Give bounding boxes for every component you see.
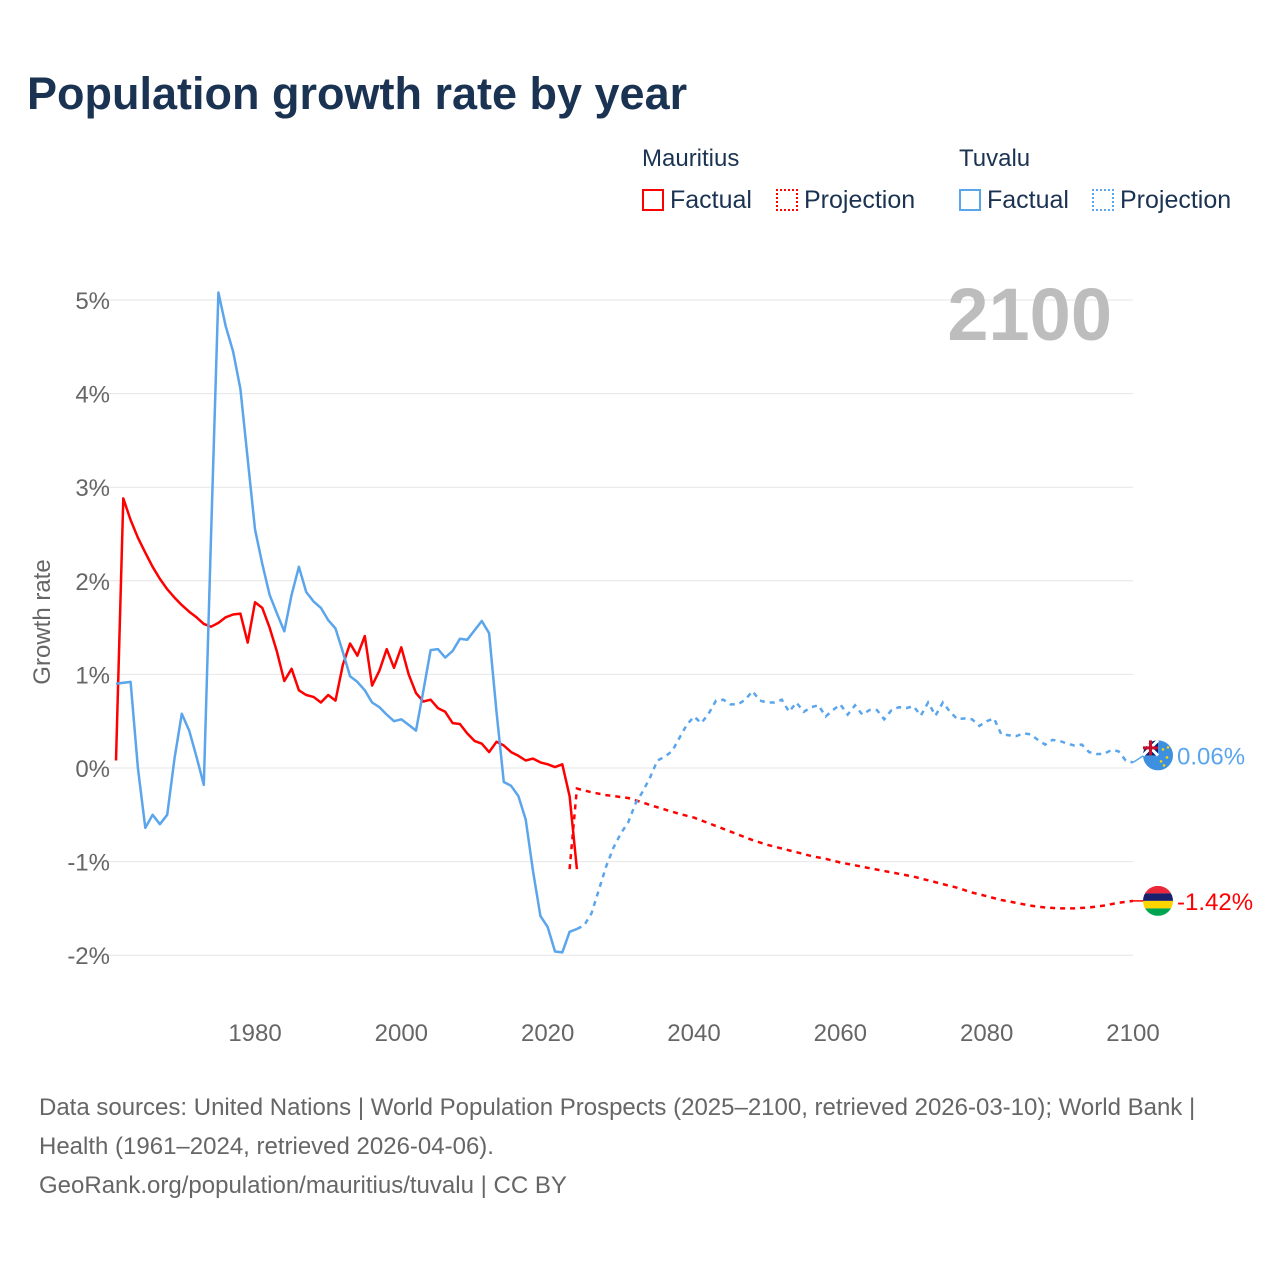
x-tick-label: 2100 — [1106, 1020, 1159, 1047]
legend-mauritius-factual[interactable]: Factual — [642, 186, 752, 215]
footer: Data sources: United Nations | World Pop… — [39, 1088, 1239, 1205]
line-tuvalu-projection — [576, 689, 1134, 931]
y-tick-label: 3% — [75, 475, 110, 502]
legend-group-mauritius: Mauritius — [642, 145, 740, 172]
x-tick-label: 2080 — [960, 1020, 1013, 1047]
y-tick-label: -2% — [67, 943, 110, 970]
flag-star — [1166, 746, 1170, 749]
end-label-tuvalu: 0.06% — [1177, 743, 1245, 770]
flag-star — [1165, 756, 1169, 759]
plot-area: -2% -1% 0% 1% 2% 3% 4% 5% 1980 2000 2020 2040 2060 20… — [29, 288, 1253, 1047]
x-tick-label: 1980 — [228, 1020, 281, 1047]
y-tick-label: 1% — [75, 662, 110, 689]
y-tick-label: 0% — [75, 756, 110, 783]
legend-swatch — [959, 189, 981, 211]
flag-stripe — [1143, 893, 1173, 901]
legend-tuvalu-projection[interactable]: Projection — [1092, 186, 1231, 215]
legend-group-tuvalu: Tuvalu — [959, 145, 1031, 172]
legend-mauritius-projection[interactable]: Projection — [776, 186, 915, 215]
flag-star — [1161, 748, 1165, 751]
y-tick-label: -1% — [67, 850, 110, 877]
flag-star — [1162, 764, 1166, 767]
page-title: Population growth rate by year — [27, 68, 688, 119]
line-mauritius-projection — [568, 787, 1134, 910]
line-tuvalu-factual — [115, 291, 578, 954]
flag-cross — [1143, 740, 1158, 756]
end-label-mauritius: -1.42% — [1177, 889, 1253, 916]
current-year-label: 2100 — [947, 273, 1112, 356]
legend-swatch — [776, 189, 798, 211]
flag-stripe — [1143, 885, 1173, 894]
y-tick-label: 4% — [75, 382, 110, 409]
line-mauritius-factual — [114, 497, 579, 870]
flag-star — [1159, 760, 1163, 763]
y-axis-label: Growth rate — [29, 559, 56, 684]
flag-tuvalu-icon — [1141, 739, 1173, 771]
flag-stripe — [1143, 908, 1173, 916]
legend-tuvalu-factual[interactable]: Factual — [959, 186, 1069, 215]
x-tick-label: 2060 — [814, 1020, 867, 1047]
flag-mauritius-icon — [1143, 885, 1173, 916]
legend-label: Projection — [804, 186, 916, 214]
x-tick-label: 2020 — [521, 1020, 574, 1047]
data-sources: Data sources: United Nations | World Pop… — [39, 1094, 1196, 1160]
y-tick-label: 5% — [75, 288, 110, 315]
y-tick-label: 2% — [75, 569, 110, 596]
end-connector — [1132, 754, 1145, 764]
legend-label: Factual — [670, 186, 752, 214]
flag-stripe — [1143, 900, 1173, 909]
x-tick-label: 2040 — [667, 1020, 720, 1047]
legend-swatch — [642, 189, 664, 211]
attribution-link[interactable]: GeoRank.org/population/mauritius/tuvalu … — [39, 1172, 567, 1199]
legend-label: Projection — [1120, 186, 1232, 214]
legend-swatch — [1092, 189, 1114, 211]
legend-label: Factual — [987, 186, 1069, 214]
x-tick-label: 2000 — [375, 1020, 428, 1047]
